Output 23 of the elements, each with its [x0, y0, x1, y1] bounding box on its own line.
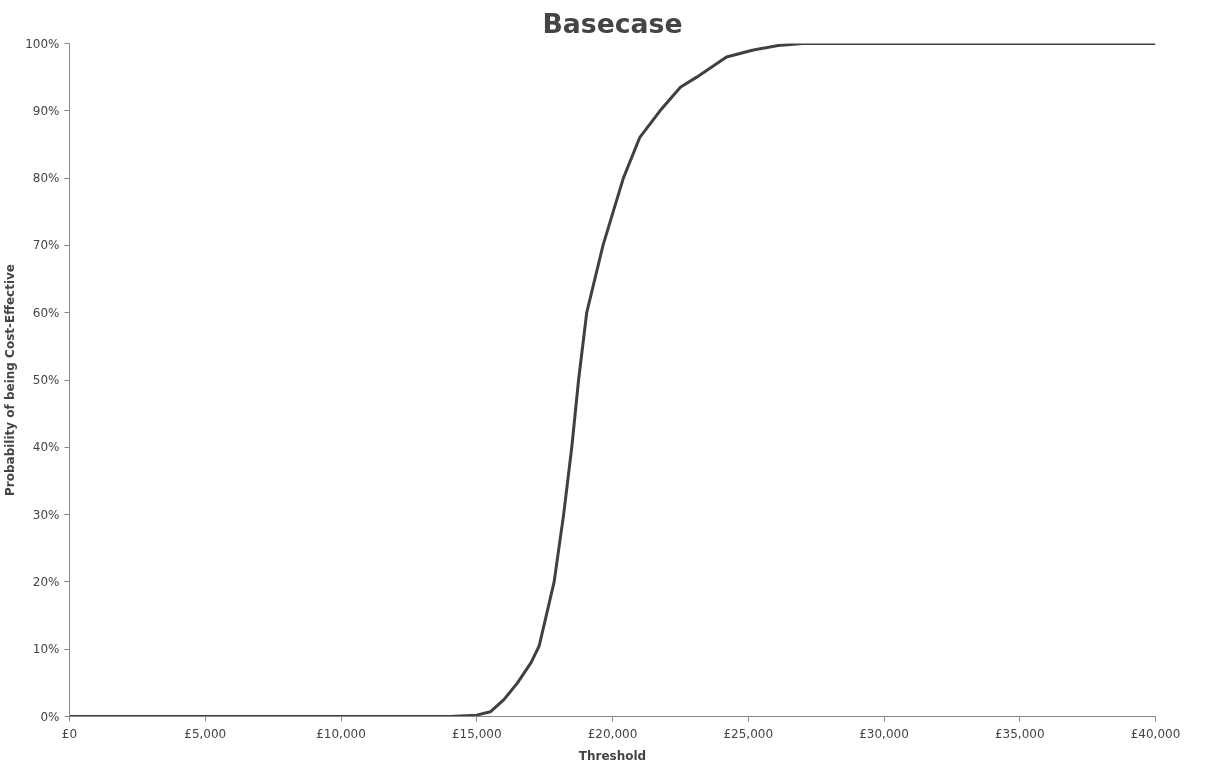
- x-tick-label: £35,000: [994, 726, 1045, 741]
- x-tick-label: £20,000: [587, 726, 638, 741]
- y-axis-title: Probability of being Cost-Effective: [3, 264, 18, 496]
- y-tick-label: 40%: [32, 440, 60, 455]
- y-tick-label: 20%: [32, 574, 60, 589]
- chart-title: Basecase: [542, 7, 683, 39]
- y-tick-label: 70%: [32, 238, 60, 253]
- y-tick-label: 10%: [32, 642, 60, 657]
- y-tick-label: 0%: [40, 709, 60, 724]
- y-tick-label: 90%: [32, 103, 60, 118]
- x-tick-label: £25,000: [723, 726, 774, 741]
- x-axis-title: Threshold: [578, 748, 647, 763]
- x-tick-label: £30,000: [859, 726, 909, 741]
- y-tick-label: 60%: [32, 305, 60, 320]
- y-tick-label: 30%: [32, 507, 60, 522]
- x-tick-label: £15,000: [451, 726, 502, 741]
- y-tick-label: 80%: [32, 171, 60, 186]
- y-tick-label: 100%: [25, 36, 60, 51]
- x-tick-label: £40,000: [1130, 726, 1181, 741]
- x-tick-label: £10,000: [316, 726, 366, 741]
- y-tick-label: 50%: [32, 373, 60, 387]
- x-tick-label: £0: [61, 726, 78, 741]
- x-tick-label: £5,000: [184, 726, 227, 741]
